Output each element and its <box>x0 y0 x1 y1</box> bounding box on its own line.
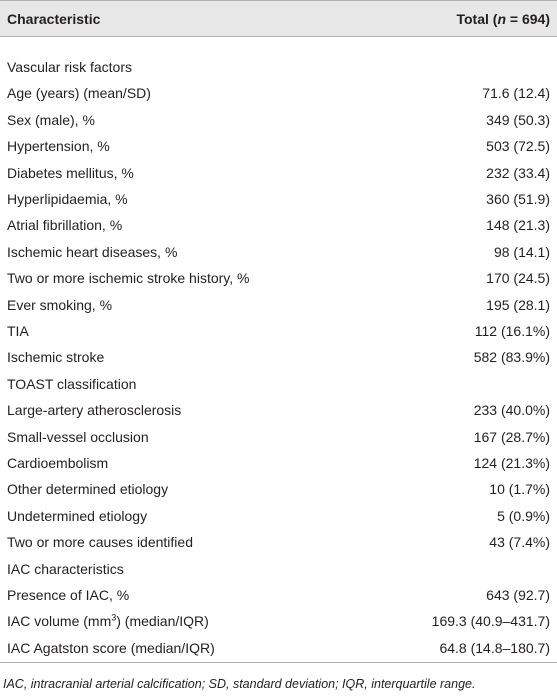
table-cell: Hyperlipidaemia, % <box>7 191 128 207</box>
header-row: Characteristic Total (n = 694) <box>0 0 557 37</box>
table-cell: 167 (28.7%) <box>473 428 550 445</box>
table-cell: Two or more causes identified <box>7 534 193 551</box>
header-cell: Total (n = 694) <box>456 10 550 28</box>
table-cell: Hypertension, % <box>7 138 110 155</box>
header-text: Total ( <box>456 11 498 27</box>
table-cell: Large-artery atherosclerosis <box>7 402 182 419</box>
table-cell: Presence of IAC, % <box>7 587 130 603</box>
table-cell: Atrial fibrillation, % <box>7 217 123 234</box>
table-cell: 643 (92.7) <box>486 587 550 603</box>
table-cell: Ever smoking, % <box>7 296 113 313</box>
table-cell: Ischemic heart diseases, % <box>7 243 178 260</box>
table-cell: 503 (72.5) <box>486 138 550 155</box>
table-cell: Cardioembolism <box>7 455 109 471</box>
table-cell: Diabetes mellitus, % <box>7 164 134 181</box>
table-cell: IAC Agatston score (median/IQR) <box>7 639 215 656</box>
cell-text: ) (median/IQR) <box>116 613 209 630</box>
table-cell: TOAST classification <box>7 375 137 392</box>
table-cell: 112 (16.1%) <box>474 323 550 339</box>
table-cell: 64.8 (14.8–180.7) <box>439 639 550 656</box>
table-cell: 233 (40.0%) <box>473 402 550 419</box>
table-cell: IAC volume (mm3) (median/IQR) <box>7 612 209 630</box>
table-cell: Ischemic stroke <box>7 349 105 366</box>
rule <box>0 662 557 663</box>
cell-text: IAC volume (mm <box>7 613 112 630</box>
table-cell: 148 (21.3) <box>486 217 550 234</box>
header-text: n <box>497 11 507 27</box>
table-cell: 169.3 (40.9–431.7) <box>431 613 550 630</box>
table-cell: 170 (24.5) <box>486 270 550 287</box>
table-cell: Two or more ischemic stroke history, % <box>7 270 250 287</box>
table-cell: Small-vessel occlusion <box>7 428 149 445</box>
table-cell: Other determined etiology <box>7 481 169 498</box>
table-cell: Age (years) (mean/SD) <box>7 85 151 102</box>
table-cell: 360 (51.9) <box>486 191 550 207</box>
table-cell: 43 (7.4%) <box>489 534 550 551</box>
table-cell: 71.6 (12.4) <box>482 85 550 102</box>
table-cell: 124 (21.3%) <box>473 455 550 471</box>
table-cell: Undetermined etiology <box>7 507 148 524</box>
cell-text: 3 <box>111 612 117 623</box>
table-cell: 98 (14.1) <box>493 243 550 260</box>
header-cell: Characteristic <box>7 11 101 27</box>
table-cell: TIA <box>7 323 29 339</box>
table-cell: IAC characteristics <box>7 560 124 577</box>
table-cell: 195 (28.1) <box>486 296 550 313</box>
table-cell: 10 (1.7%) <box>489 481 550 498</box>
table-cell: 232 (33.4) <box>486 164 550 181</box>
table-cell: 349 (50.3) <box>486 111 550 128</box>
table-cell: 5 (0.9%) <box>497 507 550 524</box>
header-text: = 694) <box>506 11 550 27</box>
table-cell: Vascular risk factors <box>7 59 132 75</box>
table-cell: Sex (male), % <box>7 111 95 128</box>
footnote: IAC, intracranial arterial calcification… <box>3 677 476 691</box>
table-cell: 582 (83.9%) <box>473 349 550 366</box>
